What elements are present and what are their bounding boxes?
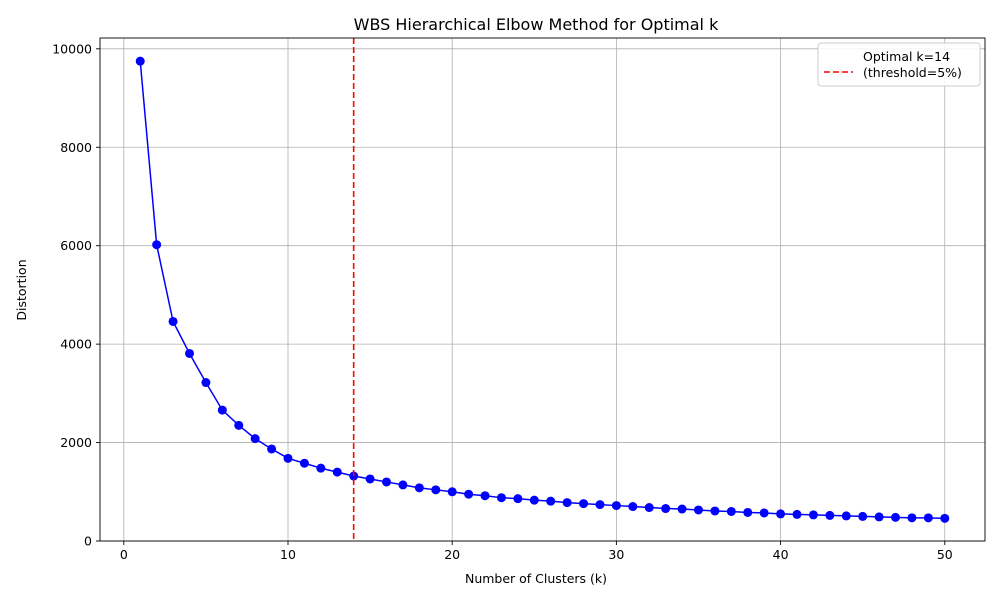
series-line: [139, 61, 945, 520]
legend-box: [817, 42, 981, 87]
data-point: [546, 496, 556, 506]
data-point: [940, 513, 950, 523]
data-point: [414, 483, 424, 493]
y-tick-label: 0: [84, 534, 92, 549]
data-point: [661, 504, 671, 514]
data-point: [464, 489, 474, 499]
data-point: [398, 480, 408, 490]
data-point: [382, 477, 392, 487]
data-point: [332, 467, 342, 477]
data-point: [299, 458, 309, 468]
y-tick-label: 8000: [60, 140, 92, 155]
data-point: [825, 510, 835, 520]
data-point: [250, 434, 260, 444]
data-point: [628, 502, 638, 512]
data-point: [644, 503, 654, 513]
data-point: [283, 453, 293, 463]
data-point: [152, 240, 162, 250]
axes-frame: [99, 37, 986, 542]
data-layer: [135, 38, 950, 541]
data-point: [677, 504, 687, 514]
data-point: [923, 513, 933, 523]
data-point: [858, 511, 868, 521]
data-point: [726, 506, 736, 516]
data-point: [513, 494, 523, 504]
chart-title: WBS Hierarchical Elbow Method for Optima…: [354, 15, 719, 34]
data-point: [693, 505, 703, 515]
x-tick-label: 50: [937, 547, 953, 562]
data-point: [135, 56, 145, 66]
x-tick-label: 10: [280, 547, 296, 562]
data-point: [595, 500, 605, 510]
y-tick-label: 4000: [60, 337, 92, 352]
data-point: [743, 507, 753, 517]
data-point: [201, 378, 211, 388]
data-point: [529, 495, 539, 505]
data-point: [431, 485, 441, 495]
data-point: [611, 501, 621, 511]
x-tick-label: 0: [120, 547, 128, 562]
data-point: [365, 474, 375, 484]
data-point: [710, 506, 720, 516]
data-point: [217, 405, 227, 415]
legend-label: Optimal k=14 (threshold=5%): [863, 49, 962, 80]
data-point: [480, 491, 490, 501]
legend-label-line: (threshold=5%): [863, 65, 962, 80]
y-tick-label: 6000: [60, 238, 92, 253]
data-point: [874, 512, 884, 522]
data-point: [234, 420, 244, 430]
data-point: [349, 471, 359, 481]
data-point: [447, 487, 457, 497]
data-point: [496, 493, 506, 503]
legend-label-line: Optimal k=14: [863, 49, 950, 64]
data-point: [891, 512, 901, 522]
data-point: [168, 316, 178, 326]
x-tick-label: 40: [773, 547, 789, 562]
data-point: [184, 348, 194, 358]
x-axis-label: Number of Clusters (k): [465, 571, 607, 586]
x-tick-label: 20: [444, 547, 460, 562]
y-tick-label: 10000: [52, 41, 92, 56]
data-point: [841, 511, 851, 521]
legend: Optimal k=14 (threshold=5%): [817, 42, 981, 87]
axis-layer: 0 10 20 30 40 50 0 2000 4000 6000 8000 10000: [52, 37, 986, 562]
data-point: [267, 444, 277, 454]
data-point: [792, 509, 802, 519]
data-point: [316, 463, 326, 473]
x-tick-label: 30: [608, 547, 624, 562]
y-axis-label: Distortion: [14, 259, 29, 320]
data-point: [907, 513, 917, 523]
data-point: [759, 508, 769, 518]
data-point: [776, 509, 786, 519]
data-point: [808, 510, 818, 520]
data-point: [579, 499, 589, 509]
grid-layer: [100, 38, 985, 542]
y-tick-label: 2000: [60, 435, 92, 450]
data-point: [562, 498, 572, 508]
